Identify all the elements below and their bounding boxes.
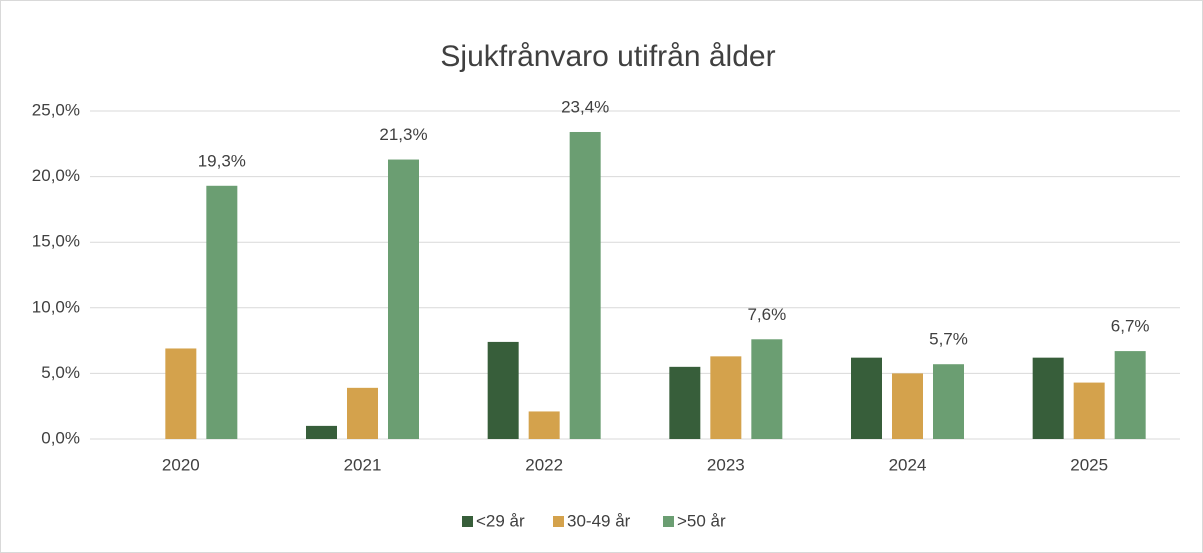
y-tick-label: 10,0%	[32, 297, 80, 316]
x-tick-label: 2021	[344, 455, 382, 474]
bar	[1114, 351, 1146, 439]
data-label: 19,3%	[198, 151, 246, 170]
chart-title: Sjukfrånvaro utifrån ålder	[440, 40, 775, 73]
bar	[892, 373, 923, 439]
x-tick-label: 2020	[162, 455, 200, 474]
x-tick-label: 2023	[707, 455, 745, 474]
bar	[751, 339, 783, 439]
y-tick-label: 20,0%	[32, 166, 80, 185]
data-label: 23,4%	[561, 97, 609, 116]
bar	[165, 348, 197, 439]
bar	[669, 366, 701, 439]
y-tick-label: 25,0%	[32, 100, 80, 119]
bar	[206, 185, 238, 439]
bar	[1032, 357, 1064, 439]
bar	[306, 425, 337, 439]
bar	[487, 341, 519, 439]
data-label: 6,7%	[1111, 317, 1150, 336]
x-tick-label: 2024	[889, 455, 927, 474]
bar	[388, 159, 419, 439]
bar	[569, 131, 601, 439]
data-label: 21,3%	[379, 125, 427, 144]
bar	[528, 411, 560, 439]
bar	[933, 364, 964, 439]
x-tick-label: 2025	[1070, 455, 1108, 474]
bar	[1073, 382, 1105, 439]
y-tick-label: 0,0%	[41, 428, 80, 447]
y-tick-label: 5,0%	[41, 363, 80, 382]
data-label: 7,6%	[747, 305, 786, 324]
x-tick-label: 2022	[525, 455, 563, 474]
bar	[710, 356, 742, 439]
data-label: 5,7%	[929, 330, 968, 349]
legend-swatch	[553, 516, 564, 527]
bar	[851, 357, 882, 439]
legend-label: >50 år	[677, 511, 726, 530]
bar	[347, 387, 378, 439]
legend-label: 30-49 år	[567, 511, 631, 530]
legend-label: <29 år	[476, 511, 525, 530]
y-tick-label: 15,0%	[32, 232, 80, 251]
legend-swatch	[462, 516, 473, 527]
legend-swatch	[663, 516, 674, 527]
